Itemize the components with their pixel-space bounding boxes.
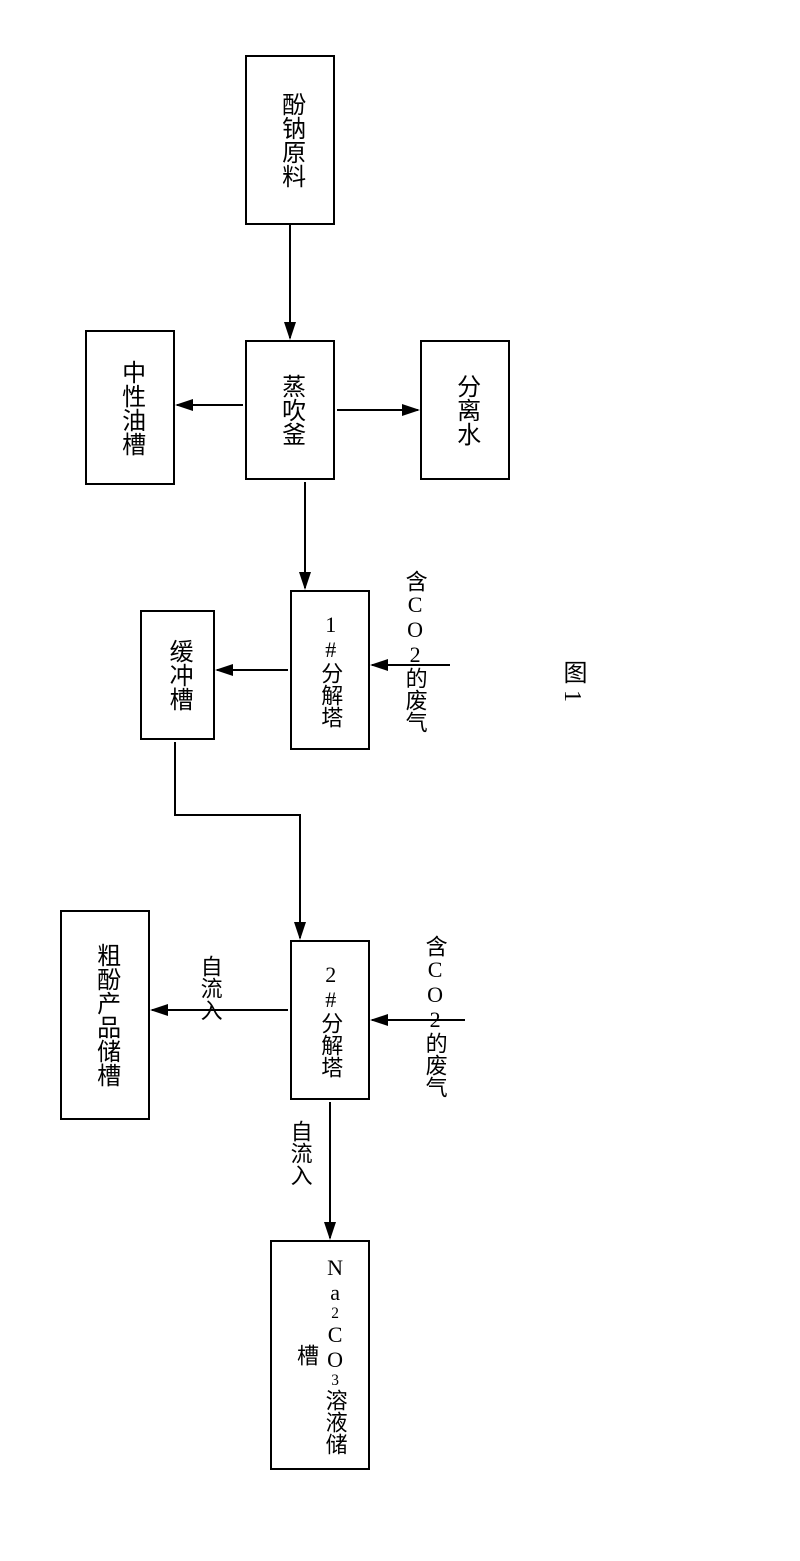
figure-caption: 图 1	[555, 660, 590, 702]
arrows-layer	[0, 0, 800, 1561]
label-gravity-flow-1: 自流入	[195, 955, 224, 1021]
label-gravity-flow-2: 自流入	[285, 1120, 314, 1186]
box-neutral-oil: 中性油槽	[85, 330, 175, 485]
box-steam-kettle: 蒸吹釜	[245, 340, 335, 480]
box-na2co3-tank: Na2CO3溶液储槽	[270, 1240, 370, 1470]
box-raw-material: 酚钠原料	[245, 55, 335, 225]
box-sep-water: 分离水	[420, 340, 510, 480]
label-co2-waste-2: 含CO2的废气	[420, 935, 449, 1098]
arrow-buffer-to-tower2	[175, 742, 300, 938]
box-tower-2: 2#分解塔	[290, 940, 370, 1100]
box-crude-phenol: 粗酚产品储槽	[60, 910, 150, 1120]
na2co3-label: Na2CO3溶液储槽	[291, 1250, 348, 1460]
label-co2-waste-1: 含CO2的废气	[400, 570, 429, 733]
box-tower-1: 1#分解塔	[290, 590, 370, 750]
box-buffer-tank: 缓冲槽	[140, 610, 215, 740]
